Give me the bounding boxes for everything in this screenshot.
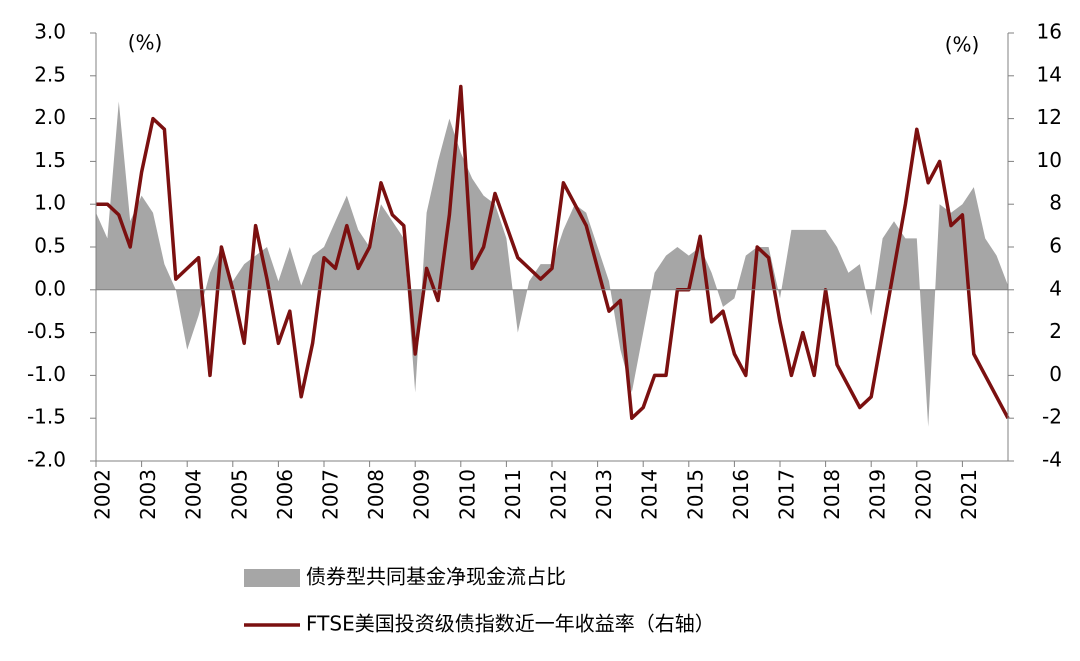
x-tick-label: 2006	[273, 469, 297, 520]
y-tick-label: 0.0	[34, 276, 66, 300]
x-tick-label: 2008	[364, 469, 388, 520]
y-tick-label: 1.5	[34, 148, 66, 172]
x-tick-label: 2009	[410, 469, 434, 520]
y-tick-label: -1.0	[27, 362, 66, 386]
y2-unit: (%)	[945, 33, 980, 57]
y2-tick-label: 16	[1037, 20, 1062, 44]
y-tick-label: 1.0	[34, 191, 66, 215]
x-tick-label: 2012	[547, 469, 571, 520]
y2-tick-label: -2	[1042, 405, 1062, 429]
x-tick-label: 2010	[455, 469, 479, 520]
y-tick-label: 2.5	[34, 62, 66, 86]
x-tick-label: 2007	[319, 469, 343, 520]
x-tick-label: 2005	[227, 469, 251, 520]
x-tick-label: 2002	[91, 469, 115, 520]
x-tick-label: 2014	[638, 469, 662, 520]
y2-tick-label: 10	[1037, 148, 1062, 172]
y2-tick-label: 14	[1037, 62, 1062, 86]
x-tick-label: 2019	[866, 469, 890, 520]
y2-tick-label: 2	[1049, 319, 1062, 343]
x-tick-label: 2015	[683, 469, 707, 520]
y2-tick-label: 0	[1049, 362, 1062, 386]
x-tick-label: 2011	[501, 469, 525, 520]
x-tick-label: 2017	[775, 469, 799, 520]
x-tick-label: 2021	[957, 469, 981, 520]
y-tick-label: -1.5	[27, 405, 66, 429]
x-tick-label: 2020	[911, 469, 935, 520]
y2-tick-label: 8	[1049, 191, 1062, 215]
y-tick-label: -2.0	[27, 448, 66, 472]
x-tick-label: 2003	[136, 469, 160, 520]
y-tick-label: -0.5	[27, 319, 66, 343]
y2-tick-label: 12	[1037, 105, 1062, 129]
y2-tick-label: 4	[1049, 276, 1062, 300]
y2-tick-label: -4	[1042, 448, 1062, 472]
line	[96, 84, 1010, 420]
legend-swatch	[244, 569, 300, 587]
x-tick-label: 2018	[820, 469, 844, 520]
x-tick-label: 2004	[182, 469, 206, 520]
x-tick-label: 2016	[729, 469, 753, 520]
x-tick-label: 2013	[592, 469, 616, 520]
legend-label: 债券型共同基金净现金流占比	[306, 565, 566, 589]
y-unit: (%)	[128, 31, 163, 55]
y-tick-label: 0.5	[34, 234, 66, 258]
y2-tick-label: 6	[1049, 234, 1062, 258]
y-tick-label: 3.0	[34, 20, 66, 44]
legend-label: FTSE美国投资级债指数近一年收益率（右轴）	[306, 612, 715, 636]
y-tick-label: 2.0	[34, 105, 66, 129]
